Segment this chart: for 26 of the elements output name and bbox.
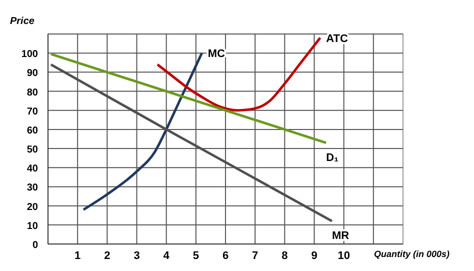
x-tick-label: 6 <box>222 250 229 262</box>
line-series <box>82 52 204 211</box>
x-tick-label: 3 <box>134 250 140 262</box>
y-tick-label: 20 <box>26 202 38 213</box>
x-tick-label: 2 <box>104 250 110 262</box>
y-axis-title: Price <box>10 16 35 27</box>
y-tick-label: 90 <box>26 68 38 80</box>
y-tick-label: 0 <box>32 240 38 251</box>
line-series <box>156 36 322 112</box>
y-tick-label: 80 <box>26 87 38 98</box>
y-tick-label: 10 <box>26 220 38 232</box>
y-tick-label: 60 <box>26 125 38 136</box>
x-tick-label: 10 <box>338 250 350 262</box>
series-label: D₁ <box>326 152 340 164</box>
y-tick-label: 70 <box>26 106 38 118</box>
x-tick-label: 1 <box>74 250 81 262</box>
y-tick-label: 50 <box>26 144 38 156</box>
x-tick-label: 9 <box>311 250 318 262</box>
x-tick-label: 4 <box>163 250 170 262</box>
x-tick-label: 5 <box>192 250 199 262</box>
y-tick-label: 100 <box>21 49 38 60</box>
y-tick-label: 40 <box>26 164 38 175</box>
y-tick-label: 30 <box>26 182 38 194</box>
x-axis-title: Quantity (in 000s) <box>374 249 450 259</box>
x-tick-label: 7 <box>252 250 258 262</box>
x-tick-label: 8 <box>282 250 288 262</box>
